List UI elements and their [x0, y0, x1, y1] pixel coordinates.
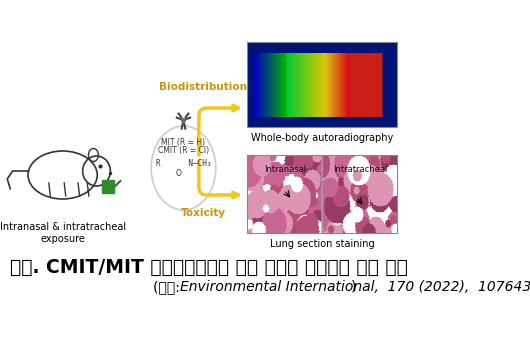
Text: Whole-body autoradiography: Whole-body autoradiography: [251, 133, 393, 143]
Text: Environmental International,  170 (2022),  107643: Environmental International, 170 (2022),…: [180, 280, 530, 294]
Text: Toxicity: Toxicity: [181, 208, 226, 218]
Bar: [248, 42, 398, 127]
Text: Intratracheal: Intratracheal: [333, 165, 387, 174]
Text: Lung section staining: Lung section staining: [270, 239, 375, 249]
Text: Intranasal: Intranasal: [264, 165, 306, 174]
Text: Intranasal & intratracheal
exposure: Intranasal & intratracheal exposure: [0, 222, 126, 244]
Text: Biodistribution: Biodistribution: [160, 82, 248, 92]
Text: ): ): [351, 280, 357, 294]
Text: CMIT (R = Cl): CMIT (R = Cl): [158, 146, 209, 155]
Bar: [248, 155, 398, 233]
Text: 그림. CMIT/MIT 가습기살균제의 체내 거동과 독성평가 연구 결과: 그림. CMIT/MIT 가습기살균제의 체내 거동과 독성평가 연구 결과: [10, 258, 408, 277]
Circle shape: [151, 126, 216, 210]
Text: MIT (R = H): MIT (R = H): [162, 139, 206, 147]
Text: O: O: [176, 169, 182, 178]
Text: (출처:: (출처:: [153, 280, 184, 294]
Bar: [102, 180, 114, 193]
Text: R      N—CH₃: R N—CH₃: [156, 160, 211, 169]
